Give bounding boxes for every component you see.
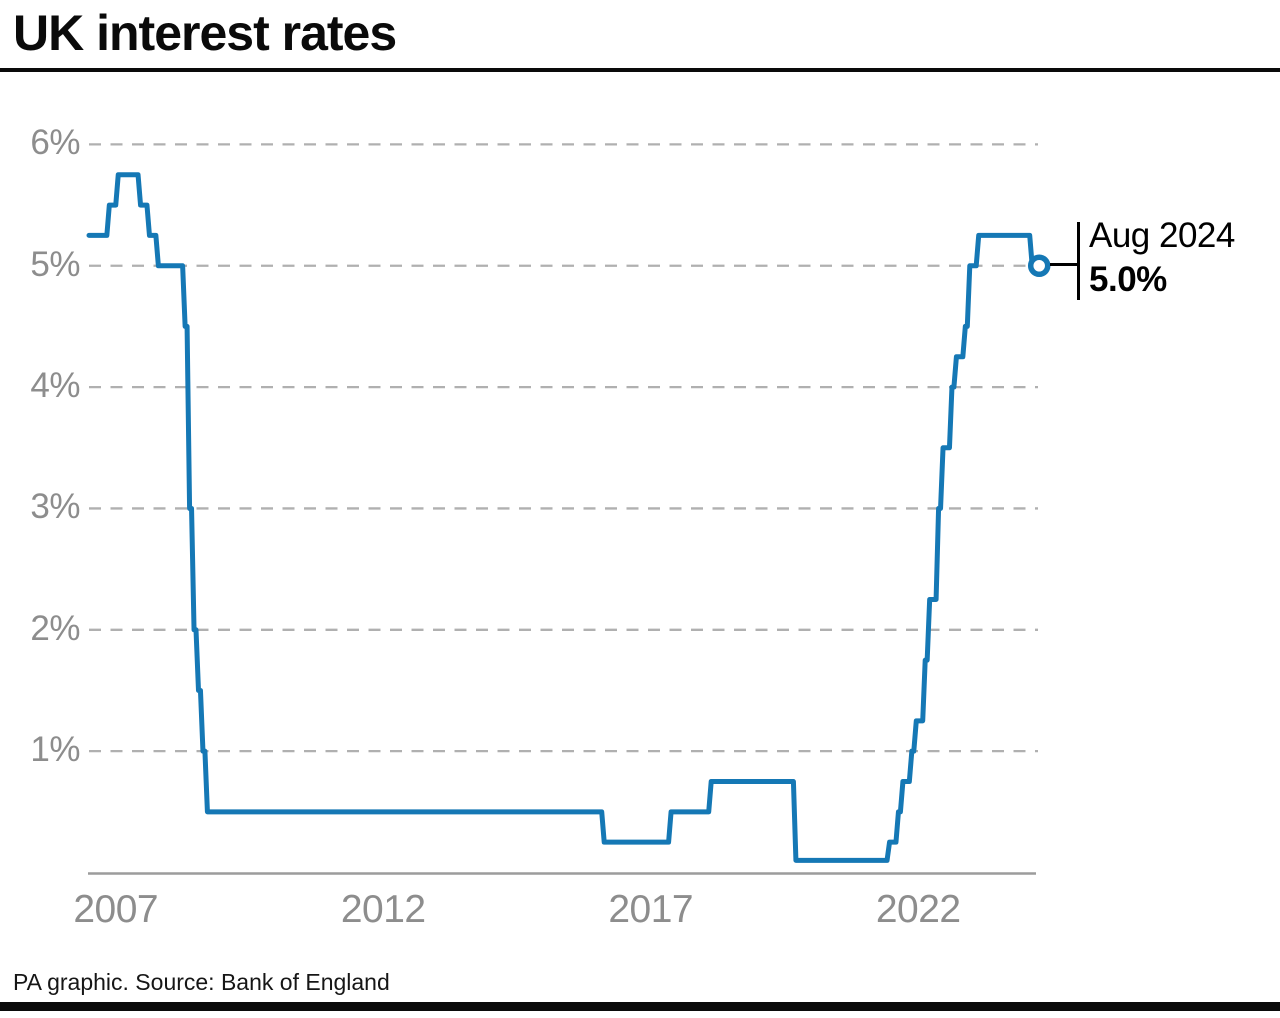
bottom-divider — [0, 1002, 1280, 1011]
annotation-connector — [1050, 263, 1077, 266]
y-tick-label-1%: 1% — [30, 730, 80, 770]
x-tick-label-2017: 2017 — [608, 888, 694, 931]
x-tick-label-2012: 2012 — [340, 888, 426, 931]
annotation-rule — [1077, 222, 1080, 300]
source-credit: PA graphic. Source: Bank of England — [13, 969, 390, 995]
interest-rate-line — [86, 172, 1042, 863]
annotation-value: 5.0% — [1089, 260, 1167, 299]
y-tick-label-4%: 4% — [30, 366, 80, 406]
y-tick-label-2%: 2% — [30, 608, 80, 648]
y-tick-label-6%: 6% — [30, 123, 80, 163]
y-tick-label-5%: 5% — [30, 244, 80, 284]
title-divider — [0, 68, 1280, 72]
x-tick-label-2007: 2007 — [73, 888, 159, 931]
page-title: UK interest rates — [13, 5, 397, 61]
annotation-date: Aug 2024 — [1089, 216, 1235, 255]
y-tick-label-3%: 3% — [30, 487, 80, 527]
x-tick-label-2022: 2022 — [875, 888, 961, 931]
end-marker — [1027, 254, 1051, 277]
